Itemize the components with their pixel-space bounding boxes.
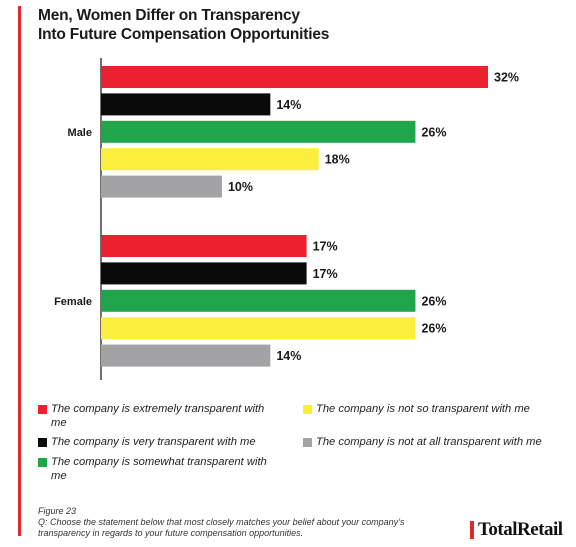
legend-swatch: [38, 405, 47, 414]
bar: [101, 262, 307, 285]
legend-label: The company is not so transparent with m…: [316, 403, 530, 415]
chart-title-line-1: Men, Women Differ on Transparency: [38, 7, 300, 24]
bar-chart: Male 32% 14% 26% 18% 10% Female 17% 17% 26% 26% 14%: [54, 58, 519, 380]
bar: [101, 93, 271, 116]
survey-question: Q: Choose the statement below that most …: [38, 517, 405, 538]
legend: The company is extremely transparent wit…: [38, 402, 568, 492]
category-label: Male: [68, 127, 92, 139]
brand-logo: TotalRetail: [470, 519, 563, 541]
chart-title: Men, Women Differ on Transparency Into F…: [38, 6, 329, 44]
bar: [101, 120, 416, 143]
data-label: 26%: [421, 125, 446, 139]
data-label: 32%: [494, 71, 519, 85]
data-label: 18%: [325, 153, 350, 167]
logo-text: TotalRetail: [478, 519, 563, 540]
legend-label: The company is extremely transparent wit…: [51, 403, 265, 429]
bar: [101, 148, 319, 171]
data-label: 26%: [421, 322, 446, 336]
legend-swatch: [303, 405, 312, 414]
legend-item: The company is very transparent with me: [38, 435, 278, 449]
legend-swatch: [38, 438, 47, 447]
legend-item: The company is not so transparent with m…: [303, 402, 543, 416]
bar: [101, 175, 222, 198]
legend-label: The company is somewhat transparent with…: [51, 456, 267, 482]
data-label: 17%: [313, 240, 338, 254]
data-label: 14%: [276, 349, 301, 363]
data-label: 26%: [421, 294, 446, 308]
chart-title-line-2: Into Future Compensation Opportunities: [38, 26, 330, 43]
figure-label: Figure 23: [38, 506, 77, 516]
legend-item: The company is somewhat transparent with…: [38, 455, 278, 483]
bar: [101, 235, 307, 257]
bar: [101, 344, 271, 367]
bar: [101, 66, 488, 88]
bar: [101, 289, 416, 312]
legend-label: The company is very transparent with me: [51, 436, 256, 448]
bar: [101, 317, 416, 340]
legend-item: The company is not at all transparent wi…: [303, 435, 543, 449]
data-label: 17%: [313, 267, 338, 281]
logo-mark-icon: [470, 521, 474, 539]
legend-label: The company is not at all transparent wi…: [316, 436, 542, 448]
data-label: 10%: [228, 180, 253, 194]
data-label: 14%: [276, 98, 301, 112]
legend-swatch: [303, 438, 312, 447]
legend-swatch: [38, 458, 47, 467]
legend-item: The company is extremely transparent wit…: [38, 402, 278, 430]
accent-rule: [18, 6, 21, 536]
category-label: Female: [54, 296, 92, 308]
